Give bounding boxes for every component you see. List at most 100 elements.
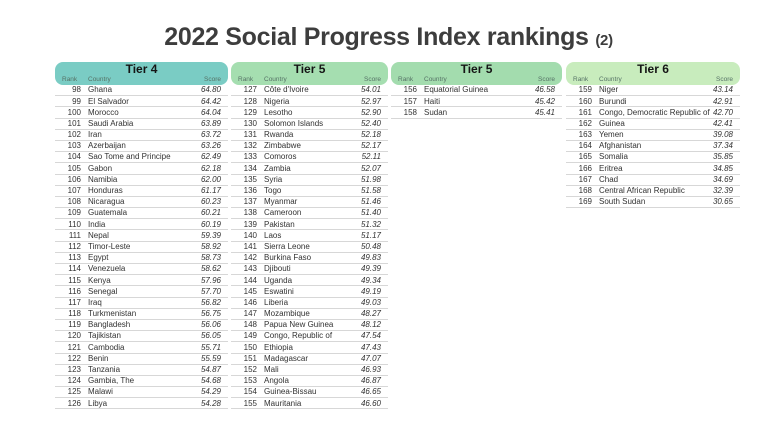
country-cell: Mali [264, 365, 279, 375]
rank-cell: 123 [67, 365, 81, 375]
country-cell: Congo, Democratic Republic of [599, 107, 710, 117]
rank-cell: 157 [403, 96, 417, 106]
country-cell: Rwanda [264, 130, 294, 140]
score-cell: 57.96 [200, 275, 221, 285]
country-cell: Gabon [88, 163, 113, 173]
score-cell: 32.39 [712, 186, 733, 196]
table-row: 124 Gambia, The 54.68 [55, 376, 228, 388]
score-cell: 46.65 [360, 387, 381, 397]
country-cell: Bangladesh [88, 320, 131, 330]
score-cell: 49.39 [360, 264, 381, 274]
country-cell: Mozambique [264, 309, 310, 319]
rank-cell: 160 [578, 96, 592, 106]
rank-cell: 146 [243, 297, 257, 307]
rank-cell: 121 [67, 342, 81, 352]
page-title-text: 2022 Social Progress Index rankings [164, 23, 589, 51]
table-row: 146 Liberia 49.03 [231, 298, 388, 309]
score-cell: 64.04 [200, 107, 221, 117]
table-row: 166 Eritrea 34.85 [566, 163, 740, 175]
score-cell: 47.54 [360, 331, 381, 341]
table-row: 160 Burundi 42.91 [566, 96, 740, 108]
table-row: 145 Eswatini 49.19 [231, 286, 388, 298]
score-cell: 52.90 [360, 107, 381, 117]
country-cell: Congo, Republic of [264, 331, 333, 341]
country-cell: Myanmar [264, 197, 298, 207]
country-cell: Pakistan [264, 219, 295, 229]
country-cell: Benin [88, 353, 109, 363]
tier4-title: Tier 4 [125, 62, 158, 76]
table-row: 101 Saudi Arabia 63.89 [55, 119, 228, 130]
tier6-rows: 159 Niger 43.14 160 Burundi 42.91 161 Congo, De… [566, 85, 740, 209]
table-row: 165 Somalia 35.85 [566, 152, 740, 164]
rank-column-header: Rank [62, 76, 78, 83]
score-cell: 51.58 [360, 186, 381, 196]
rank-cell: 109 [67, 208, 81, 218]
rank-cell: 137 [243, 197, 257, 207]
score-cell: 58.73 [200, 253, 221, 263]
table-row: 104 Sao Tome and Principe 62.49 [55, 152, 228, 164]
table-row: 147 Mozambique 48.27 [231, 309, 388, 320]
table-row: 123 Tanzania 54.87 [55, 365, 228, 376]
country-cell: Morocco [88, 107, 119, 117]
rank-cell: 158 [403, 107, 417, 117]
table-row: 119 Bangladesh 56.06 [55, 320, 228, 332]
score-cell: 39.08 [712, 130, 733, 140]
country-cell: Sierra Leone [264, 241, 310, 251]
rank-column-header: Rank [238, 76, 254, 83]
country-cell: Zimbabwe [264, 141, 301, 151]
rank-cell: 125 [67, 387, 81, 397]
score-cell: 52.18 [360, 130, 381, 140]
score-cell: 54.87 [200, 365, 221, 375]
table-row: 151 Madagascar 47.07 [231, 354, 388, 365]
rank-cell: 147 [243, 309, 257, 319]
score-cell: 51.40 [360, 208, 381, 218]
tier6-header: Tier 6 Rank Country Score [566, 62, 740, 85]
rank-cell: 156 [403, 85, 417, 95]
rank-column-header: Rank [573, 76, 589, 83]
rank-cell: 143 [243, 264, 257, 274]
score-cell: 54.68 [200, 376, 221, 386]
rank-cell: 103 [67, 141, 81, 151]
country-cell: Syria [264, 174, 283, 184]
rank-cell: 166 [578, 163, 592, 173]
score-cell: 46.93 [360, 365, 381, 375]
country-cell: Angola [264, 376, 289, 386]
score-cell: 60.21 [200, 208, 221, 218]
table-row: 148 Papua New Guinea 48.12 [231, 320, 388, 332]
score-cell: 54.29 [200, 387, 221, 397]
country-cell: Tanzania [88, 365, 121, 375]
country-cell: Egypt [88, 253, 109, 263]
score-cell: 37.34 [712, 141, 733, 151]
table-row: 153 Angola 46.87 [231, 376, 388, 388]
tier5b-title: Tier 5 [460, 62, 493, 76]
tier5a-rows: 127 Côte d'Ivoire 54.01 128 Nigeria 52.97 129 L… [231, 85, 388, 410]
score-cell: 56.82 [200, 297, 221, 307]
country-cell: Laos [264, 230, 282, 240]
score-cell: 48.27 [360, 309, 381, 319]
rank-cell: 127 [243, 85, 257, 95]
column-headers: Rank Country Score [391, 76, 562, 85]
table-row: 134 Zambia 52.07 [231, 163, 388, 175]
country-cell: Namibia [88, 174, 118, 184]
table-row: 117 Iraq 56.82 [55, 298, 228, 309]
score-cell: 57.70 [200, 286, 221, 296]
score-cell: 49.34 [360, 275, 381, 285]
rank-cell: 139 [243, 219, 257, 229]
country-cell: Burkina Faso [264, 253, 312, 263]
rank-cell: 162 [578, 118, 592, 128]
score-cell: 35.85 [712, 152, 733, 162]
country-cell: Venezuela [88, 264, 126, 274]
country-cell: Solomon Islands [264, 118, 324, 128]
table-row: 108 Nicaragua 60.23 [55, 197, 228, 209]
rank-cell: 141 [243, 241, 257, 251]
table-row: 99 El Salvador 64.42 [55, 96, 228, 108]
score-column-header: Score [204, 76, 221, 83]
country-cell: Afghanistan [599, 141, 642, 151]
table-row: 132 Zimbabwe 52.17 [231, 141, 388, 153]
country-cell: Liberia [264, 297, 289, 307]
country-column-header: Country [88, 76, 111, 83]
table-row: 139 Pakistan 51.32 [231, 219, 388, 231]
table-row: 98 Ghana 64.80 [55, 85, 228, 97]
score-cell: 51.98 [360, 174, 381, 184]
score-cell: 46.87 [360, 376, 381, 386]
